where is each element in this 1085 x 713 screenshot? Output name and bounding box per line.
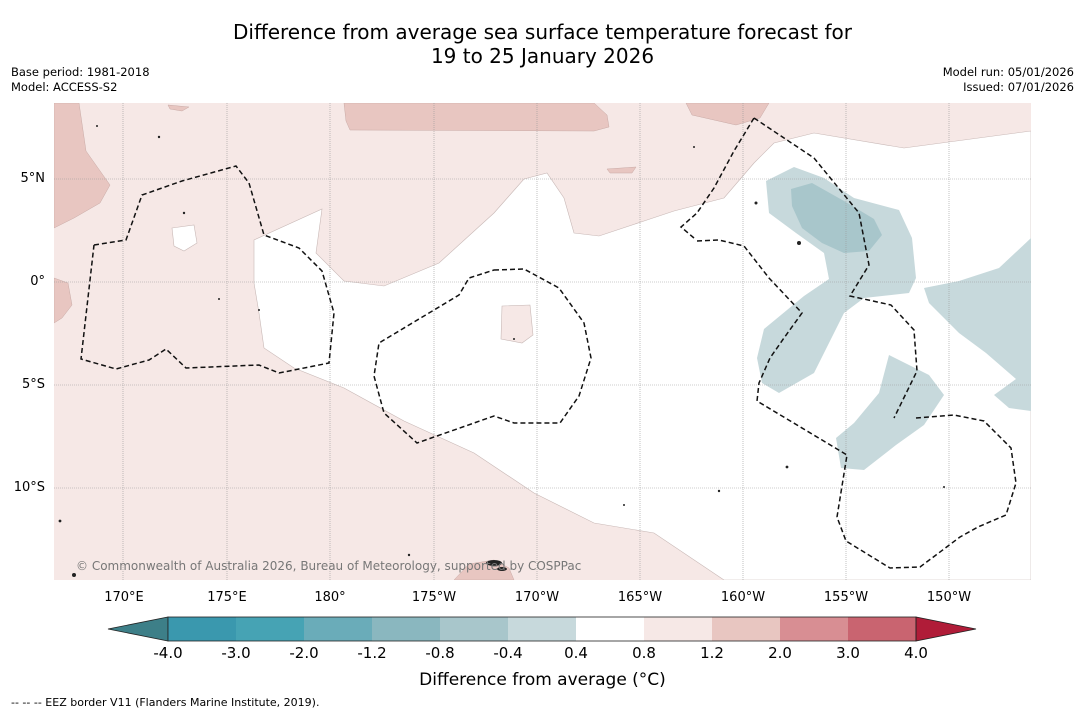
model-name: Model: ACCESS-S2	[11, 80, 118, 94]
lon-label: 175°E	[207, 590, 247, 605]
colorbar-tick: 2.0	[768, 644, 792, 662]
lat-label: 0°	[30, 274, 45, 289]
warm-patch-central	[500, 304, 534, 344]
eez-borders	[80, 117, 1017, 569]
colorbar-segment	[372, 617, 440, 641]
lon-label: 170°W	[514, 590, 560, 605]
colorbar-segment	[168, 617, 236, 641]
colorbar-segment	[304, 617, 372, 641]
lon-label: 170°E	[104, 590, 144, 605]
lat-label: 5°S	[21, 377, 45, 392]
sst-anomaly-map	[54, 103, 1031, 580]
lon-label: 155°W	[823, 590, 869, 605]
lon-label: 160°W	[720, 590, 766, 605]
lon-label: 165°W	[617, 590, 663, 605]
colorbar-segment	[508, 617, 576, 641]
colorbar-tick: -0.4	[493, 644, 523, 662]
colorbar-title: Difference from average (°C)	[419, 670, 666, 690]
colorbar-segment	[712, 617, 780, 641]
colorbar-segment	[236, 617, 304, 641]
colorbar-tick: 1.2	[700, 644, 724, 662]
colorbar-tick: 3.0	[836, 644, 860, 662]
title-line-1: Difference from average sea surface temp…	[232, 20, 852, 44]
eez-border-west	[80, 165, 335, 374]
colorbar-tick: -3.0	[221, 644, 251, 662]
colorbar-low-extension	[107, 616, 169, 642]
islands	[58, 125, 945, 577]
colorbar-tick: -4.0	[153, 644, 183, 662]
copyright-notice: © Commonwealth of Australia 2026, Bureau…	[76, 559, 582, 573]
issued-date: Issued: 07/01/2026	[963, 80, 1074, 94]
warm-region-islet-2	[167, 104, 190, 112]
colorbar-tick: -0.8	[425, 644, 455, 662]
warm-region-islet	[606, 166, 637, 174]
warm-region-north-east	[685, 103, 770, 126]
lat-label: 10°S	[13, 480, 45, 495]
colorbar	[107, 616, 977, 642]
meta-right: Model run: 05/01/2026 Issued: 07/01/2026	[943, 65, 1074, 95]
chart-title: Difference from average sea surface temp…	[0, 20, 1085, 68]
warm-region-west-small	[54, 277, 73, 324]
cool-region-far-east	[924, 238, 1031, 411]
colorbar-tick: 0.8	[632, 644, 656, 662]
base-period: Base period: 1981-2018	[11, 65, 150, 79]
eez-border-mid	[696, 239, 1017, 569]
meta-left: Base period: 1981-2018 Model: ACCESS-S2	[11, 65, 150, 95]
lat-label: 5°N	[20, 171, 46, 186]
colorbar-tick: -2.0	[289, 644, 319, 662]
colorbar-segment	[644, 617, 712, 641]
colorbar-frame	[167, 616, 917, 642]
colorbar-high-extension	[915, 616, 977, 642]
colorbar-segment	[848, 617, 916, 641]
eez-border-north-east	[753, 117, 918, 419]
colorbar-tick: 0.4	[564, 644, 588, 662]
warm-region-north-strip	[343, 103, 610, 132]
lon-label: 175°W	[411, 590, 457, 605]
colorbar-segment	[440, 617, 508, 641]
model-run: Model run: 05/01/2026	[942, 65, 1074, 79]
eez-border-central	[373, 268, 592, 444]
cool-region-south-east	[836, 355, 944, 470]
lon-label: 180°	[314, 590, 346, 605]
colorbar-segment	[576, 617, 644, 641]
warm-patch-west	[171, 224, 198, 252]
cool-region-core	[791, 183, 882, 253]
colorbar-tick: -1.2	[357, 644, 387, 662]
warm-region-west	[54, 103, 111, 229]
title-line-2: 19 to 25 January 2026	[430, 44, 655, 68]
eez-legend-note: -- -- -- EEZ border V11 (Flanders Marine…	[11, 696, 320, 709]
colorbar-tick: 4.0	[904, 644, 928, 662]
colorbar-segment	[780, 617, 848, 641]
graticule	[54, 103, 1031, 580]
lon-label: 150°W	[926, 590, 972, 605]
